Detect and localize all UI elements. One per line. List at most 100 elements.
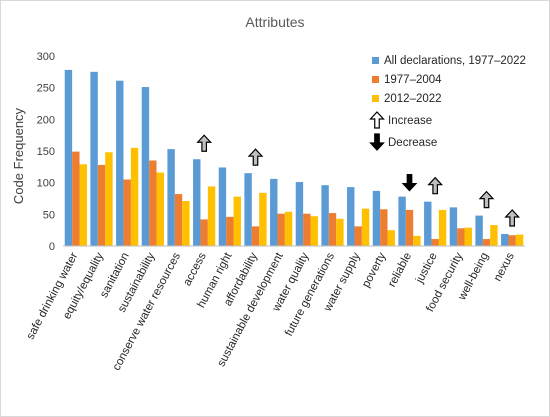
bar bbox=[336, 218, 344, 246]
bar-group bbox=[372, 190, 395, 246]
bar bbox=[218, 167, 227, 246]
bar-group bbox=[475, 215, 498, 246]
legend-decrease-label: Decrease bbox=[388, 137, 437, 149]
y-tick-label: 100 bbox=[37, 178, 55, 190]
bar-group bbox=[424, 201, 447, 246]
bar-group bbox=[218, 167, 241, 246]
increase-arrow-icon bbox=[247, 148, 264, 166]
x-category-label: poverty bbox=[360, 251, 388, 290]
bar bbox=[347, 187, 355, 246]
y-tick-label: 300 bbox=[37, 51, 55, 63]
y-tick-label: 150 bbox=[37, 146, 55, 158]
bar bbox=[72, 151, 80, 246]
bar bbox=[233, 196, 241, 246]
bar bbox=[64, 69, 73, 246]
bar bbox=[464, 227, 472, 246]
bar bbox=[431, 239, 439, 246]
bar bbox=[270, 178, 278, 246]
bar bbox=[244, 173, 252, 246]
bar bbox=[277, 213, 285, 246]
bar bbox=[182, 201, 190, 246]
bar bbox=[79, 164, 87, 246]
legend-swatch bbox=[372, 95, 379, 102]
bar-group bbox=[167, 149, 190, 246]
bar-group bbox=[141, 87, 164, 247]
bar bbox=[405, 209, 414, 246]
bar-groups bbox=[64, 69, 524, 247]
bar bbox=[438, 209, 447, 246]
bar bbox=[457, 228, 465, 246]
bar bbox=[475, 215, 483, 246]
legend-swatch bbox=[372, 76, 379, 83]
bar bbox=[321, 185, 329, 246]
bar-group bbox=[295, 182, 318, 246]
increase-arrow-icon bbox=[478, 190, 495, 209]
bar bbox=[387, 230, 395, 246]
bar-group bbox=[347, 187, 370, 246]
bar bbox=[515, 234, 524, 246]
bar bbox=[207, 186, 216, 246]
bar bbox=[284, 211, 293, 246]
increase-arrow-icon bbox=[427, 176, 444, 195]
bar bbox=[174, 194, 183, 246]
bar bbox=[226, 216, 234, 246]
trend-arrows bbox=[196, 134, 521, 227]
bar bbox=[295, 182, 304, 246]
legend-decrease-icon bbox=[369, 133, 385, 151]
x-axis-category-labels: safe drinking waterequity/equalitysanita… bbox=[25, 250, 517, 373]
bar bbox=[424, 201, 432, 246]
bar bbox=[90, 71, 98, 246]
decrease-arrow-icon bbox=[401, 174, 418, 192]
bar bbox=[449, 207, 458, 246]
bar-group bbox=[449, 207, 472, 246]
bar bbox=[508, 235, 516, 246]
legend-increase-icon bbox=[369, 111, 385, 129]
legend-label: 2012–2022 bbox=[384, 93, 442, 105]
bar-group bbox=[244, 173, 267, 246]
bar-group bbox=[501, 233, 524, 246]
bar-group bbox=[116, 80, 139, 246]
bar-group bbox=[321, 185, 344, 246]
bar-group bbox=[270, 178, 293, 246]
bar bbox=[303, 213, 311, 246]
bar bbox=[149, 160, 157, 246]
bar bbox=[97, 164, 106, 246]
bar bbox=[398, 196, 406, 246]
bar bbox=[200, 219, 208, 246]
legend: All declarations, 1977–2022 1977–2004 2012… bbox=[369, 55, 526, 151]
y-tick-label: 250 bbox=[37, 83, 55, 95]
chart-title: Attributes bbox=[245, 14, 304, 30]
legend-increase-label: Increase bbox=[388, 115, 432, 127]
bar-group bbox=[64, 69, 87, 246]
bar bbox=[167, 149, 175, 246]
bar bbox=[251, 226, 260, 246]
bar bbox=[123, 179, 131, 246]
bar bbox=[130, 147, 139, 246]
bar-group bbox=[398, 196, 421, 246]
bar bbox=[354, 226, 362, 246]
legend-swatch bbox=[372, 57, 379, 64]
x-category-label: access bbox=[181, 251, 209, 288]
legend-label: All declarations, 1977–2022 bbox=[384, 55, 526, 67]
bar bbox=[105, 152, 113, 246]
bar bbox=[501, 233, 509, 246]
bar bbox=[156, 172, 164, 246]
x-category-label: nexus bbox=[492, 251, 517, 284]
x-category-label: reliable bbox=[386, 251, 414, 289]
bar bbox=[490, 225, 498, 246]
bar bbox=[259, 192, 267, 246]
bar bbox=[310, 216, 318, 246]
increase-arrow-icon bbox=[504, 209, 521, 227]
y-axis-ticks: 0 50 100 150 200 250 300 bbox=[37, 51, 55, 253]
bar bbox=[380, 209, 388, 246]
bar bbox=[116, 80, 124, 246]
increase-arrow-icon bbox=[196, 134, 213, 152]
legend-label: 1977–2004 bbox=[384, 74, 442, 86]
bar bbox=[193, 159, 201, 246]
y-tick-label: 0 bbox=[49, 241, 55, 253]
x-category-label: justice bbox=[413, 251, 439, 286]
bar bbox=[372, 190, 381, 246]
bar bbox=[361, 208, 370, 246]
